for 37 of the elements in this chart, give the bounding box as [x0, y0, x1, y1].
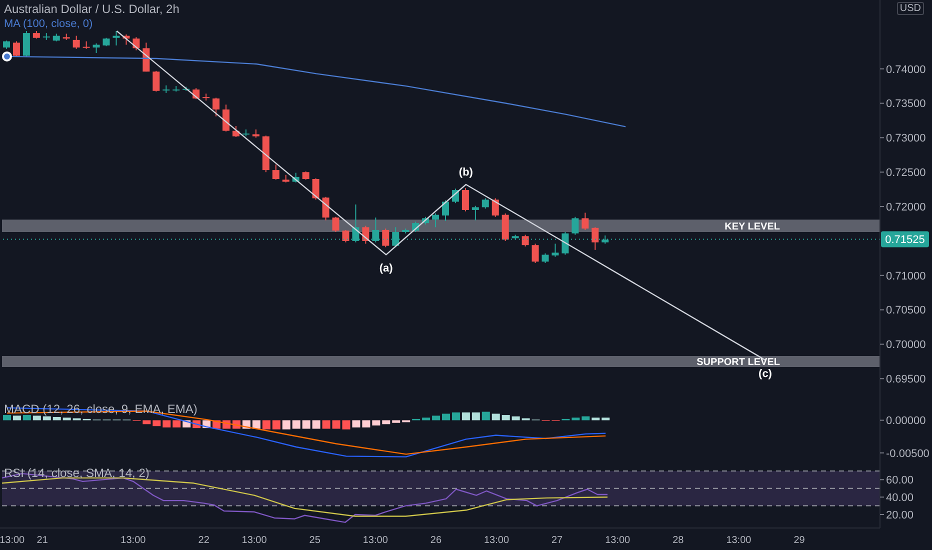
x-tick-label: 13:00 [0, 535, 26, 546]
x-tick-label: 28 [672, 535, 684, 546]
x-tick-label: 13:00 [362, 535, 388, 546]
x-tick-label: 21 [36, 535, 48, 546]
chart-title: Australian Dollar / U.S. Dollar, 2h [4, 2, 180, 16]
y-tick-label: 0.73500 [886, 98, 926, 110]
text: MA (100, close, 0) [4, 18, 93, 30]
y-tick-label: 40.00 [886, 492, 914, 504]
x-tick-label: 26 [430, 535, 442, 546]
y-tick-label: 0.74000 [886, 64, 926, 76]
band-label: SUPPORT LEVEL [696, 356, 780, 368]
data-label: (c) [758, 368, 772, 380]
x-tick-label: 13:00 [726, 535, 752, 546]
data-label: (a) [379, 262, 394, 275]
y-tick-label: 60.00 [886, 474, 914, 487]
band-label: KEY LEVEL [724, 221, 780, 232]
data-label: (b) [458, 166, 474, 179]
y-tick-label: 0.70000 [886, 339, 926, 352]
x-tick-label: 25 [309, 535, 321, 546]
x-tick-label: 13:00 [484, 535, 510, 546]
y-axis-title: USD [896, 2, 924, 15]
y-tick-label: 0.71000 [886, 270, 926, 282]
y-tick-label: 0.72500 [886, 167, 926, 180]
y-tick-label: 0.72000 [886, 201, 926, 214]
x-tick-label: 22 [198, 535, 210, 546]
x-tick-label: 29 [794, 535, 806, 546]
y-tick-label: -0.00500 [886, 448, 930, 460]
y-tick-label: 20.00 [886, 509, 914, 522]
y-tick-label: 0.69500 [886, 374, 926, 386]
x-tick-label: 13:00 [605, 535, 631, 546]
y-tick-label: 0.70500 [886, 304, 926, 317]
x-tick-label: 13:00 [120, 535, 146, 546]
ref-line-label: 0.71525 [885, 234, 925, 246]
y-tick-label: 0.73000 [886, 132, 926, 145]
x-tick-label: 27 [551, 535, 564, 546]
x-tick-label: 13:00 [242, 535, 268, 546]
y-tick-label: 0.00000 [886, 415, 926, 428]
